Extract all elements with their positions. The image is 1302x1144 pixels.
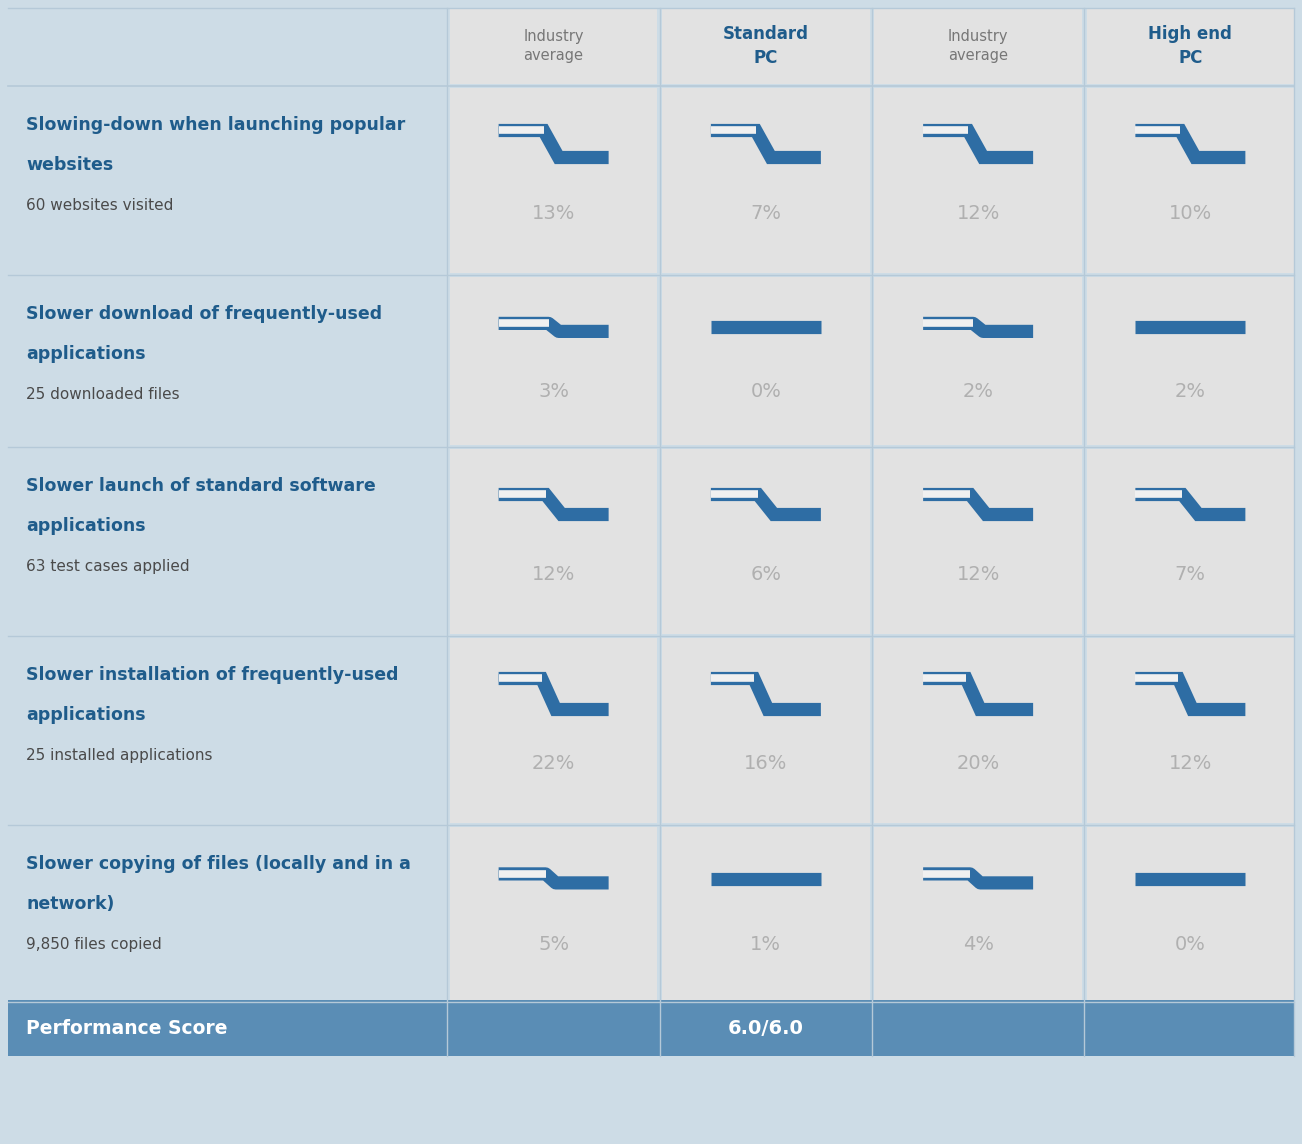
Text: 0%: 0%	[750, 382, 781, 400]
Bar	[875, 277, 1082, 445]
Text: 2%: 2%	[962, 382, 993, 400]
Bar	[8, 638, 443, 823]
Bar	[450, 277, 658, 445]
Bar	[663, 8, 870, 84]
Bar	[8, 8, 1294, 84]
Bar	[875, 88, 1082, 273]
Text: 7%: 7%	[750, 205, 781, 223]
Text: Industry
average: Industry average	[948, 29, 1008, 63]
Text: Slower installation of frequently-used: Slower installation of frequently-used	[26, 666, 398, 684]
Bar	[1087, 638, 1294, 823]
Text: Standard
PC: Standard PC	[723, 25, 809, 66]
Bar	[1087, 8, 1294, 84]
Bar	[8, 448, 443, 634]
Bar	[663, 277, 870, 445]
Bar	[450, 448, 658, 634]
Text: Industry
average: Industry average	[523, 29, 583, 63]
Bar	[875, 8, 1082, 84]
Text: 5%: 5%	[538, 935, 569, 954]
Text: applications: applications	[26, 517, 146, 535]
Text: 22%: 22%	[533, 754, 575, 773]
Text: 10%: 10%	[1169, 205, 1212, 223]
Bar	[8, 88, 443, 273]
Text: 9,850 files copied: 9,850 files copied	[26, 937, 161, 952]
Text: 7%: 7%	[1174, 565, 1206, 585]
Text: Performance Score: Performance Score	[26, 1018, 228, 1038]
Text: 25 installed applications: 25 installed applications	[26, 748, 212, 763]
Text: Slower download of frequently-used: Slower download of frequently-used	[26, 305, 381, 323]
Bar	[875, 827, 1082, 1000]
Text: 13%: 13%	[533, 205, 575, 223]
Text: 16%: 16%	[745, 754, 788, 773]
Text: Slowing-down when launching popular: Slowing-down when launching popular	[26, 116, 405, 134]
Bar	[875, 448, 1082, 634]
Text: 63 test cases applied: 63 test cases applied	[26, 559, 190, 574]
Text: network): network)	[26, 895, 115, 913]
Text: applications: applications	[26, 345, 146, 363]
Text: Slower launch of standard software: Slower launch of standard software	[26, 477, 376, 495]
Bar	[8, 277, 443, 445]
Bar	[450, 638, 658, 823]
Bar	[663, 88, 870, 273]
Text: 12%: 12%	[1169, 754, 1212, 773]
Text: 20%: 20%	[957, 754, 1000, 773]
Text: 1%: 1%	[750, 935, 781, 954]
Bar	[1087, 277, 1294, 445]
Text: 6%: 6%	[750, 565, 781, 585]
Bar	[450, 827, 658, 1000]
Text: 60 websites visited: 60 websites visited	[26, 198, 173, 213]
Text: 2%: 2%	[1174, 382, 1206, 400]
Text: 4%: 4%	[962, 935, 993, 954]
Text: High end
PC: High end PC	[1148, 25, 1232, 66]
Text: 6.0/6.0: 6.0/6.0	[728, 1018, 803, 1038]
Text: Slower copying of files (locally and in a: Slower copying of files (locally and in …	[26, 855, 411, 873]
Bar	[450, 8, 658, 84]
Bar	[663, 638, 870, 823]
Text: websites: websites	[26, 156, 113, 174]
Text: 12%: 12%	[957, 205, 1000, 223]
Text: 3%: 3%	[538, 382, 569, 400]
Bar	[663, 827, 870, 1000]
Bar	[450, 88, 658, 273]
Text: 12%: 12%	[533, 565, 575, 585]
Text: 25 downloaded files: 25 downloaded files	[26, 387, 180, 402]
Bar	[8, 827, 443, 1000]
Bar	[875, 638, 1082, 823]
Text: 12%: 12%	[957, 565, 1000, 585]
Text: applications: applications	[26, 706, 146, 724]
Bar	[1087, 448, 1294, 634]
Bar	[1087, 827, 1294, 1000]
Bar	[663, 448, 870, 634]
Bar	[1087, 88, 1294, 273]
Bar	[8, 1000, 1294, 1056]
Text: 0%: 0%	[1174, 935, 1206, 954]
